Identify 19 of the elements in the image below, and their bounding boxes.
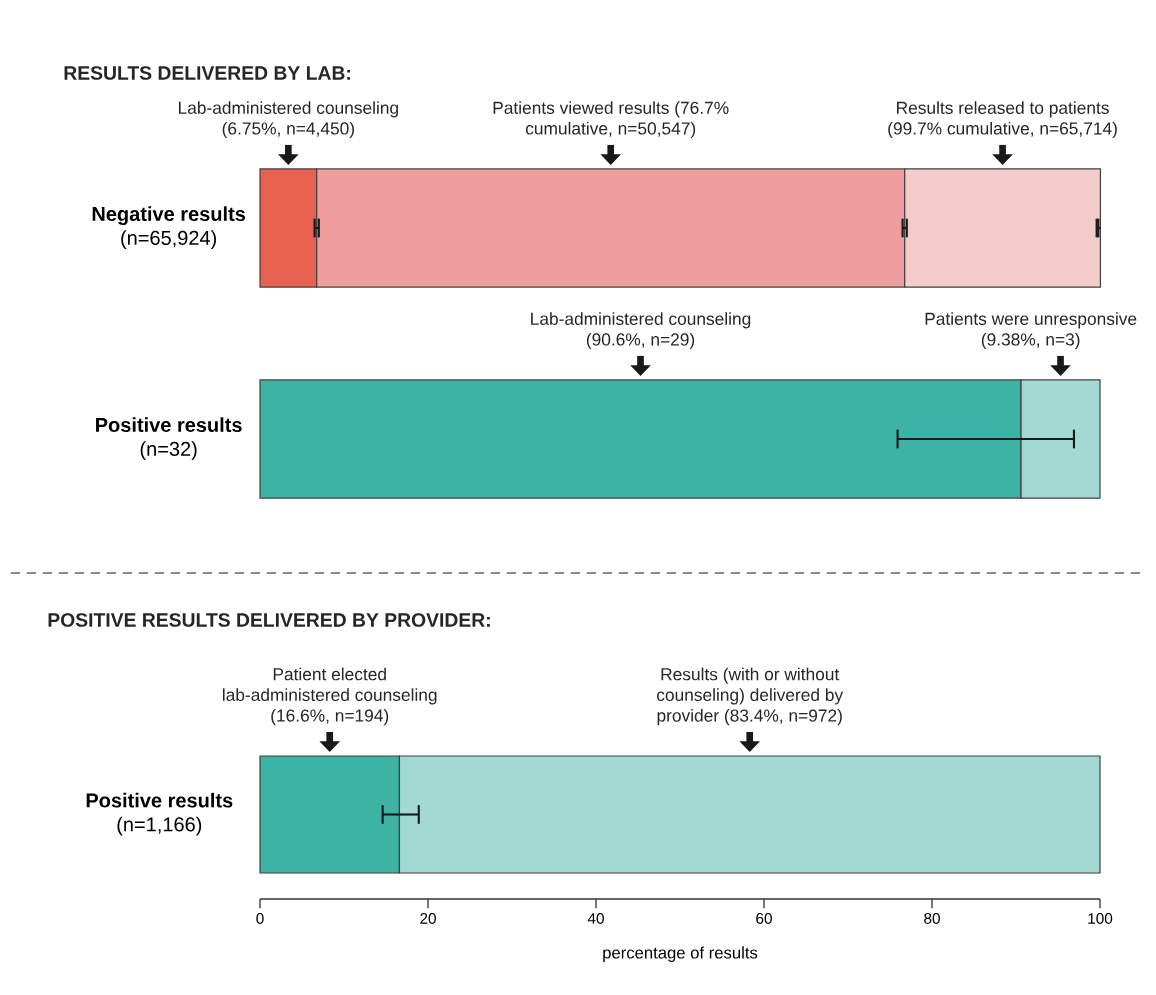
x-tick-label: 20	[420, 913, 436, 924]
annotation: Lab-administered counseling (90.6%, n=29)	[531, 312, 751, 350]
chart-title: RESULTS DELIVERED BY LAB:	[64, 66, 350, 80]
annotation: Patients were unresponsive (9.38%, n=3)	[925, 312, 1137, 350]
x-tick-label: 60	[756, 913, 772, 924]
annotation: Results released to patients (99.7% cumulative, n=65,714)	[888, 101, 1117, 139]
annotation: Lab-administered counseling (6.75%, n=4,450)	[178, 101, 398, 139]
text: Patient elected lab-administered counseling (16.6%, n=194)	[222, 667, 437, 726]
y-tick-label: Positive results (n=32)	[96, 417, 242, 460]
x-tick-label: 40	[587, 913, 604, 924]
x-tick-label: 0	[256, 913, 264, 924]
annotation: Patients viewed results (76.7% cumulative, n=50,547)	[493, 101, 729, 139]
text: Results (with or without counseling) delivered by provider (83.4%, n=972)	[657, 667, 844, 726]
y-tick-label: Positive results (n=1,166)	[86, 792, 233, 836]
x-tick-label: 80	[924, 913, 940, 924]
x-axis-title: percentage of results	[603, 946, 758, 962]
y-tick-label: Negative results (n=65,924)	[92, 206, 246, 249]
x-tick-label: 100	[1088, 913, 1113, 924]
chart-title: POSITIVE RESULTS DELIVERED BY PROVIDER:	[48, 613, 490, 627]
